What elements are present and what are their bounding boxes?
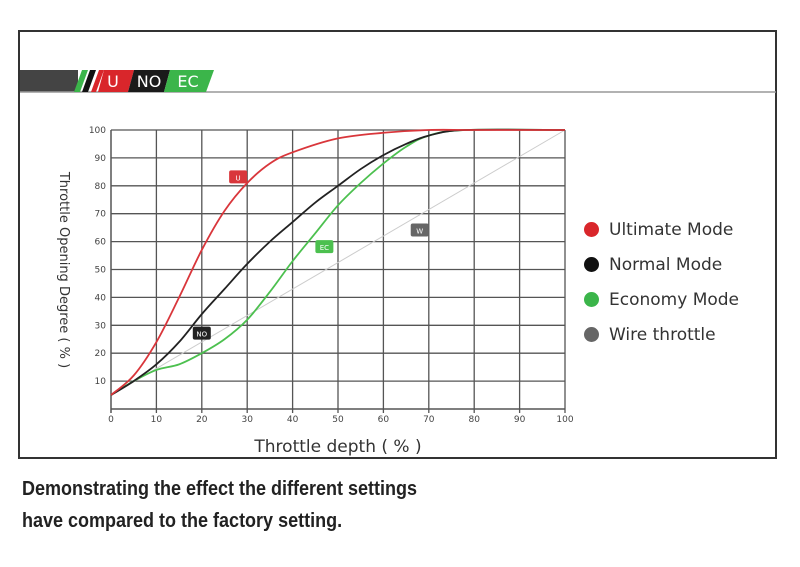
y-tick-label: 100 bbox=[89, 126, 106, 136]
y-tick-label: 60 bbox=[95, 238, 107, 248]
y-tick-label: 70 bbox=[95, 210, 107, 220]
legend-dot-icon bbox=[584, 327, 599, 342]
badge-u-bg bbox=[98, 70, 134, 92]
legend-dot-icon bbox=[584, 222, 599, 237]
x-tick-label: 70 bbox=[423, 415, 435, 425]
stripe-black bbox=[82, 70, 96, 92]
legend-label: Economy Mode bbox=[609, 289, 740, 310]
badge-no: NO bbox=[137, 72, 162, 91]
legend-item-normal: Normal Mode bbox=[584, 247, 739, 282]
curve-tag-badge bbox=[229, 170, 248, 184]
x-tick-label: 0 bbox=[108, 415, 114, 425]
caption-line-2: have compared to the factory setting. bbox=[22, 510, 343, 532]
curve-tag-badge bbox=[192, 326, 211, 340]
legend-label: Ultimate Mode bbox=[609, 219, 734, 240]
series-line-economy-mode bbox=[110, 128, 566, 396]
x-tick-label: 10 bbox=[151, 415, 163, 425]
legend-label: Normal Mode bbox=[609, 254, 723, 275]
x-tick-label: 50 bbox=[332, 415, 344, 425]
series-line-normal-mode bbox=[110, 128, 566, 396]
legend-item-ultimate: Ultimate Mode bbox=[584, 212, 739, 247]
y-tick-label: 50 bbox=[95, 266, 107, 276]
y-axis-label: Throttle Opening Degree ( % ) bbox=[56, 171, 71, 368]
y-tick-label: 40 bbox=[95, 293, 107, 303]
curve-tag-label: U bbox=[236, 174, 241, 182]
y-tick-label: 20 bbox=[95, 349, 107, 359]
legend-label: Wire throttle bbox=[609, 324, 716, 345]
legend-item-economy: Economy Mode bbox=[584, 282, 739, 317]
x-tick-label: 90 bbox=[514, 415, 526, 425]
x-tick-label: 60 bbox=[378, 415, 390, 425]
curve-tag-label: EC bbox=[320, 244, 329, 252]
header-dark-bar bbox=[20, 70, 78, 92]
curve-tag-label: W bbox=[416, 227, 423, 235]
curve-tag-label: NO bbox=[196, 331, 207, 339]
x-tick-label: 30 bbox=[241, 415, 253, 425]
x-tick-label: 100 bbox=[556, 415, 573, 425]
y-tick-label: 90 bbox=[95, 154, 107, 164]
legend-dot-icon bbox=[584, 257, 599, 272]
y-tick-label: 80 bbox=[95, 182, 107, 192]
x-tick-label: 20 bbox=[196, 415, 208, 425]
legend: Ultimate Mode Normal Mode Economy Mode W… bbox=[584, 212, 739, 352]
stripe-red bbox=[91, 70, 104, 92]
x-axis-label: Throttle depth ( % ) bbox=[253, 437, 421, 457]
badge-no-bg bbox=[128, 70, 170, 92]
chart-frame bbox=[18, 30, 777, 459]
legend-dot-icon bbox=[584, 292, 599, 307]
series-line-ultimate-mode bbox=[110, 128, 565, 396]
badge-ec: EC bbox=[177, 72, 198, 91]
header-band: U NO EC bbox=[20, 70, 776, 93]
badge-u: U bbox=[107, 72, 119, 91]
caption-line-1: Demonstrating the effect the different s… bbox=[22, 478, 418, 500]
badge-ec-bg bbox=[164, 70, 214, 92]
legend-item-wire: Wire throttle bbox=[584, 317, 739, 352]
y-tick-label: 10 bbox=[95, 377, 107, 387]
y-tick-label: 30 bbox=[95, 321, 107, 331]
stripe-green bbox=[74, 70, 88, 92]
curve-tag-badge bbox=[315, 240, 334, 254]
curve-tag-badge bbox=[410, 223, 429, 237]
x-tick-label: 40 bbox=[287, 415, 299, 425]
x-tick-label: 80 bbox=[468, 415, 480, 425]
